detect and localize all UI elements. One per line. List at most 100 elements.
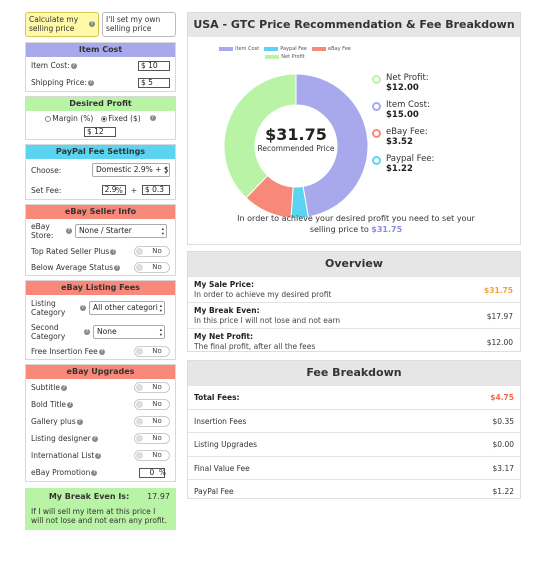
desired-profit-header: Desired Profit: [26, 97, 175, 111]
donut-slice-net-profit[interactable]: [223, 73, 297, 199]
help-icon[interactable]: ?: [80, 304, 86, 311]
help-icon[interactable]: ?: [114, 264, 121, 271]
margin-radio[interactable]: Margin (%): [45, 114, 93, 123]
fee-row-value: $0.00: [492, 440, 514, 449]
recommendation-text: In order to achieve your desired profit …: [228, 213, 484, 235]
fixed-radio[interactable]: Fixed ($): [101, 114, 141, 123]
breakdown-legend-label: Paypal Fee:: [386, 154, 435, 164]
donut-slice-item-cost[interactable]: [295, 73, 369, 218]
legend-swatch: [264, 47, 279, 51]
fee-row-label: Total Fees:: [194, 393, 240, 402]
help-icon[interactable]: ?: [66, 228, 72, 234]
paypal-fee-select[interactable]: Domestic 2.9% + $.: [92, 163, 170, 177]
fee-row-value: $0.35: [492, 416, 514, 426]
help-icon[interactable]: ?: [98, 348, 105, 355]
listing-category-select[interactable]: All other categori: [89, 300, 165, 315]
subtitle-toggle[interactable]: No: [134, 382, 170, 393]
help-icon[interactable]: ?: [76, 419, 83, 425]
overview-row-break-even: My Break Even: In this price I will not …: [188, 302, 520, 328]
break-even-text: If I will sell my item at this price I w…: [31, 507, 167, 525]
below-average-toggle[interactable]: No: [134, 261, 170, 273]
free-insertion-toggle[interactable]: No: [134, 345, 170, 357]
international-list-toggle[interactable]: No: [134, 450, 170, 461]
calculate-price-button[interactable]: Calculate my selling price ?: [25, 12, 99, 37]
set-fee-label: Set Fee:: [31, 185, 62, 195]
help-icon[interactable]: ?: [91, 436, 98, 442]
fee-row-label: PayPal Fee: [194, 487, 234, 496]
percent-sign: %: [115, 185, 123, 195]
set-own-price-button[interactable]: I'll set my own selling price: [102, 12, 176, 37]
overview-row-title: My Net Profit:: [194, 332, 254, 341]
overview-title: Overview: [188, 252, 520, 276]
set-own-price-label: I'll set my own selling price: [106, 15, 161, 33]
overview-row-sub: In order to achieve my desired profit: [194, 290, 332, 299]
breakdown-legend-label: Net Profit:: [386, 73, 429, 83]
margin-label: Margin (%): [52, 113, 94, 123]
paypal-percent-input[interactable]: 2.9: [101, 185, 126, 195]
upgrades-header: eBay Upgrades: [26, 365, 175, 379]
breakdown-legend-item: eBay Fee: $3.52: [372, 127, 434, 147]
ebay-store-label: eBay Store:: [31, 222, 54, 240]
breakdown-legend-value: $12.00: [386, 83, 419, 93]
desired-profit-input[interactable]: $ 12: [84, 127, 116, 137]
bold-title-toggle[interactable]: No: [134, 399, 170, 410]
ebay-store-select[interactable]: None / Starter: [75, 224, 167, 238]
paypal-fixed-input[interactable]: $ 0.3: [142, 185, 170, 195]
break-even-value: 17.97: [147, 492, 170, 501]
help-icon[interactable]: ?: [67, 402, 74, 408]
help-icon[interactable]: ?: [70, 63, 77, 69]
breakdown-legend-value: $3.52: [386, 137, 413, 147]
help-icon[interactable]: ?: [84, 328, 90, 335]
fee-row-upgrades: Listing Upgrades $0.00: [188, 432, 520, 456]
overview-row-sub: The final profit, after all the fees: [194, 342, 316, 351]
shipping-price-input[interactable]: $ 5: [138, 77, 170, 88]
legend-ring-icon: [372, 156, 381, 165]
price-chart-card: USA - GTC Price Recommendation & Fee Bre…: [187, 12, 521, 245]
legend-ring-icon: [372, 75, 381, 84]
help-icon[interactable]: ?: [149, 115, 156, 121]
overview-row-sale-price: My Sale Price: In order to achieve my de…: [188, 276, 520, 302]
legend-item-paypal-fee[interactable]: Paypal Fee: [264, 46, 307, 52]
legend-item-net-profit[interactable]: Net Profit: [265, 54, 305, 60]
ebay-promotion-input[interactable]: 0: [138, 467, 165, 478]
ebay-promotion-label: eBay Promotion: [31, 468, 91, 477]
overview-row-title: My Sale Price:: [194, 280, 254, 289]
calculate-price-label: Calculate my selling price: [29, 15, 79, 33]
help-icon[interactable]: ?: [89, 21, 95, 27]
upgrades-panel: eBay Upgrades Subtitle? No Bold Title? N…: [25, 364, 176, 482]
legend-swatch: [312, 47, 326, 51]
break-even-box: My Break Even Is: 17.97 If I will sell m…: [25, 488, 176, 530]
help-icon[interactable]: ?: [60, 385, 67, 391]
item-cost-input[interactable]: $ 10: [138, 60, 170, 71]
help-icon[interactable]: ?: [87, 80, 94, 86]
listing-designer-toggle[interactable]: No: [134, 433, 170, 444]
item-cost-header: Item Cost: [26, 43, 175, 57]
international-list-label: International List: [31, 451, 95, 460]
help-icon[interactable]: ?: [110, 248, 117, 255]
recommendation-sentence: In order to achieve your desired profit …: [237, 214, 475, 234]
second-category-select[interactable]: None: [93, 324, 165, 339]
mode-selector: Calculate my selling price ? I'll set my…: [25, 12, 176, 37]
desired-profit-panel: Desired Profit Margin (%) Fixed ($) ? $ …: [25, 96, 176, 140]
calculator-sidebar: Calculate my selling price ? I'll set my…: [25, 12, 176, 530]
promotion-unit: %: [158, 468, 166, 477]
chart-legend: Item Cost Paypal Fee eBay Fee Net Profit: [210, 46, 360, 60]
free-insertion-label: Free Insertion Fee: [31, 346, 98, 356]
legend-label: Paypal Fee: [280, 46, 307, 52]
fee-row-value: $3.17: [492, 463, 514, 473]
overview-row-sub: In this price I will not lose and not ea…: [194, 316, 341, 325]
gallery-plus-toggle[interactable]: No: [134, 416, 170, 427]
fee-breakdown-title: Fee Breakdown: [188, 361, 520, 385]
top-rated-toggle[interactable]: No: [134, 245, 170, 257]
fee-row-label: Final Value Fee: [194, 463, 250, 473]
legend-item-item-cost[interactable]: Item Cost: [219, 46, 259, 52]
help-icon[interactable]: ?: [91, 470, 98, 476]
breakdown-legend-label: eBay Fee:: [386, 127, 428, 137]
breakdown-legend: Net Profit: $12.00 Item Cost: $15.00 eBay Fe…: [372, 73, 434, 181]
legend-ring-icon: [372, 129, 381, 138]
top-rated-label: Top Rated Seller Plus: [31, 246, 110, 256]
legend-item-ebay-fee[interactable]: eBay Fee: [312, 46, 351, 52]
legend-swatch: [265, 55, 280, 59]
overview-row-value: $17.97: [486, 312, 513, 321]
help-icon[interactable]: ?: [95, 453, 102, 459]
